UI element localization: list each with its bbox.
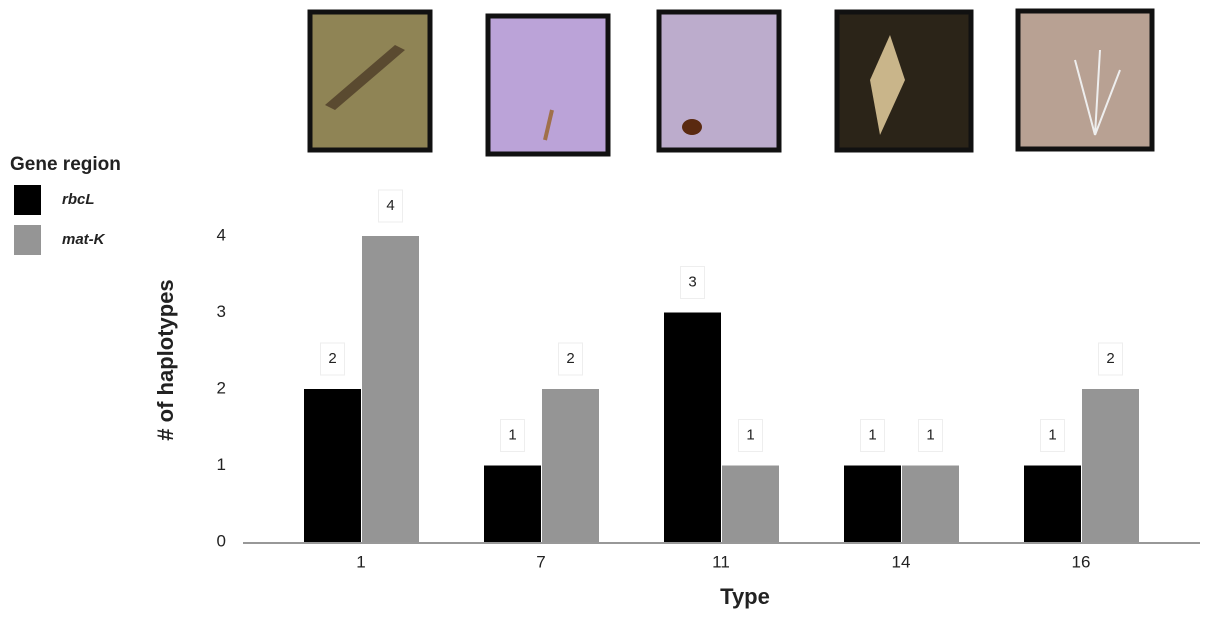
photo-detail (682, 119, 702, 135)
bar (304, 389, 361, 542)
chart: Gene region # of haplotypes Type 0 1 2 3 4 rb… (0, 0, 1207, 613)
value-label: 1 (868, 426, 876, 443)
bar (664, 313, 721, 543)
value-label: 1 (746, 426, 754, 443)
x-axis-label: Type (720, 584, 770, 609)
photos (310, 11, 1152, 154)
value-label: 1 (926, 426, 934, 443)
y-tick-label: 3 (217, 302, 226, 321)
bar (722, 466, 779, 543)
value-label: 1 (508, 426, 516, 443)
value-label: 2 (328, 350, 336, 367)
x-tick-label: 11 (712, 552, 730, 571)
x-tick-label: 7 (536, 552, 545, 571)
value-label: 1 (1048, 426, 1056, 443)
bar (484, 466, 541, 543)
bar (844, 466, 901, 543)
photo (659, 12, 779, 150)
value-label: 2 (1106, 350, 1114, 367)
photo (310, 12, 430, 150)
value-label: 2 (566, 350, 574, 367)
photo (1018, 11, 1152, 149)
legend-label: rbcL (62, 191, 95, 208)
value-label: 4 (386, 197, 394, 214)
x-tick-label: 1 (356, 552, 365, 571)
y-tick-label: 2 (217, 378, 226, 397)
y-tick-label: 4 (217, 225, 226, 244)
y-tick-label: 1 (217, 455, 226, 474)
bar (1024, 466, 1081, 543)
bar (362, 236, 419, 542)
legend-label: mat-K (62, 231, 106, 248)
legend-title: Gene region (10, 154, 121, 175)
bar (542, 389, 599, 542)
value-label: 3 (688, 273, 696, 290)
y-tick-label: 0 (217, 531, 226, 550)
x-tick-label: 14 (892, 552, 911, 571)
legend-swatch (14, 225, 41, 255)
y-axis-label: # of haplotypes (153, 279, 178, 440)
legend-swatch (14, 185, 41, 215)
x-tick-label: 16 (1072, 552, 1091, 571)
bar (1082, 389, 1139, 542)
bar (902, 466, 959, 543)
